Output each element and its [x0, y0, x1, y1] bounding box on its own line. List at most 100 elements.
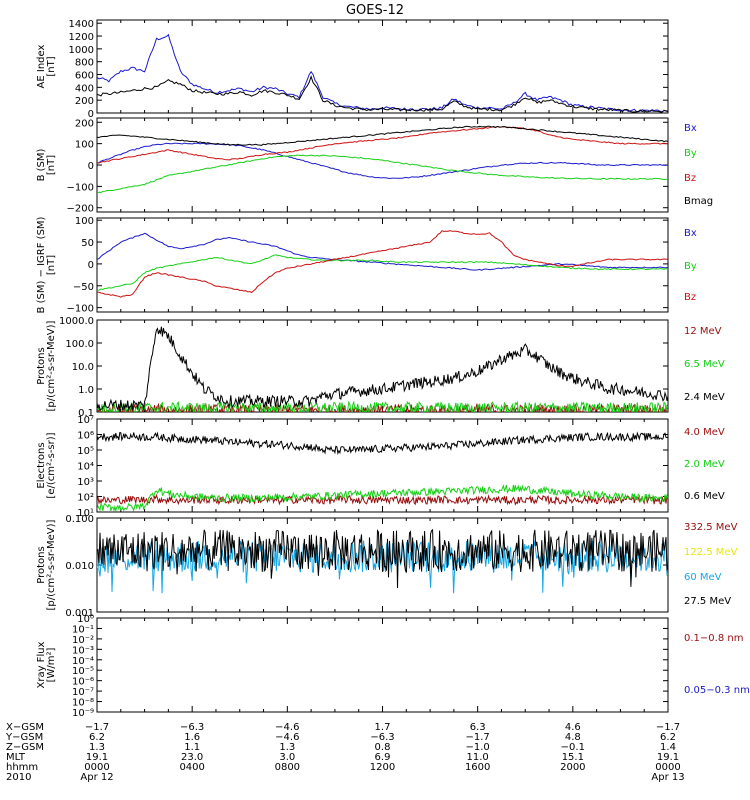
ephemeris-value: −4.6 [275, 722, 299, 733]
legend-entry: 2.4 MeV [684, 392, 725, 403]
y-axis-title: [e/(cm²-s-sr)] [46, 432, 57, 498]
ephemeris-value: −1.7 [466, 732, 490, 743]
series-line-kyoto-ae [97, 33, 668, 113]
ephemeris-value: Apr 12 [80, 772, 113, 783]
y-tick-label: 100.0 [65, 339, 94, 350]
ephemeris-value: 1200 [370, 762, 395, 773]
y-tick-label: 1400 [69, 19, 94, 30]
y-tick-label: 10⁻⁶ [72, 677, 94, 688]
ephemeris-value: 1.3 [89, 742, 105, 753]
ephemeris-value: 0800 [275, 762, 300, 773]
legend-entry: Bx [684, 228, 697, 239]
legend-entry: 27.5 MeV [684, 596, 731, 607]
legend-entry: 0.05−0.3 nm [684, 685, 750, 696]
ephemeris-value: 1.6 [184, 732, 200, 743]
legend-entry: Bmag [684, 196, 713, 207]
legend-entry: 122.5 MeV [684, 547, 738, 558]
panel-frame [96, 117, 669, 213]
series-line-bz [97, 125, 668, 164]
ephemeris-label: MLT [6, 752, 26, 763]
y-axis-title: Protons [36, 347, 47, 384]
ephemeris-value: 3.0 [279, 752, 295, 763]
y-tick-label: 10⁻¹ [72, 624, 94, 635]
ephemeris-value: 6.2 [89, 732, 105, 743]
ephemeris-value: 19.1 [657, 752, 679, 763]
legend-entry: 2.0 MeV [684, 459, 725, 470]
panel-protons: 1000.0 100.0 10.0 1.0 0.1 Protons [p/(cm²-s-sr… [36, 316, 725, 419]
ephemeris-label: 2010 [6, 772, 31, 783]
legend-entry: 4.0 MeV [684, 427, 725, 438]
series-line-bx [97, 232, 668, 271]
series-line-by [97, 254, 668, 291]
ephemeris-label: Z−GSM [6, 742, 44, 753]
ephemeris-value: 15.1 [562, 752, 584, 763]
y-tick-label: 10⁶ [77, 431, 94, 442]
ephemeris-value: 0400 [179, 762, 204, 773]
ephemeris-value: 6.3 [470, 722, 486, 733]
y-axis-title: [p/(cm²-s-sr-MeV)] [46, 519, 57, 610]
legend-entry: 12 MeV [684, 326, 722, 337]
ephemeris-value: 1.3 [279, 742, 295, 753]
y-tick-label: 1000.0 [59, 316, 94, 327]
ephemeris-value: Apr 13 [651, 772, 684, 783]
ephemeris-value: 4.6 [565, 722, 581, 733]
series-line-bx [97, 142, 668, 179]
y-tick-label: 100 [75, 140, 94, 151]
y-axis-title: Protons [36, 546, 47, 583]
y-tick-label: 1.0 [78, 385, 94, 396]
ephemeris-value: 1.4 [660, 742, 676, 753]
ephemeris-value: 1600 [465, 762, 490, 773]
series-line-bmag [97, 125, 668, 146]
y-tick-label: 10⁰ [77, 614, 94, 625]
series-line-0-6-mev [97, 431, 668, 456]
legend-entry: 332.5 MeV [684, 522, 738, 533]
series-line-themis-ae [97, 75, 668, 113]
y-axis-title: AE Index [36, 44, 47, 88]
series-line-27-5-mev [97, 528, 668, 589]
series-line-6-5-mev [97, 400, 668, 412]
ephemeris-value: 23.0 [181, 752, 203, 763]
y-axis-title: B (SM) [36, 148, 47, 181]
ephemeris-value: −1.0 [466, 742, 490, 753]
y-tick-label: 200 [75, 118, 94, 129]
legend-entry: 0.1−0.8 nm [684, 633, 743, 644]
series-line-2-0-mev [97, 484, 668, 512]
y-tick-label: 10² [77, 493, 94, 504]
y-axis-title: Xray Flux [36, 641, 47, 688]
y-tick-label: 1000 [69, 45, 94, 56]
plot-title: GOES-12 [346, 3, 404, 18]
ephemeris-value: 1.1 [184, 742, 200, 753]
y-tick-label: 10⁴ [77, 462, 94, 473]
ephemeris-value: 4.8 [565, 732, 581, 743]
y-axis-title: [nT] [46, 255, 57, 275]
series-line-60-mev [97, 540, 668, 594]
ephemeris-value: 1.7 [375, 722, 391, 733]
y-tick-label: 200 [75, 96, 94, 107]
y-tick-label: −100 [67, 182, 94, 193]
ephemeris-label: X−GSM [6, 722, 44, 733]
panel-frame [96, 19, 669, 114]
y-tick-label: 10⁻⁷ [72, 687, 94, 698]
panel-frame [96, 617, 669, 713]
ephemeris-value: −6.3 [370, 732, 394, 743]
ephemeris-value: 6.9 [375, 752, 391, 763]
y-axis-title: [p/(cm²-s-sr-MeV)] [46, 320, 57, 411]
ephemeris-value: 0000 [655, 762, 680, 773]
panel-electrons: 10⁷ 10⁶ 10⁵ 10⁴ 10³ 10² 10¹ Electrons [e/(cm²-s-… [36, 415, 725, 519]
y-tick-label: −100 [67, 304, 94, 315]
y-tick-label: 0.1 [78, 408, 94, 419]
y-tick-label: 1200 [69, 32, 94, 43]
y-tick-label: 10³ [77, 477, 94, 488]
y-tick-label: 10⁻³ [72, 645, 94, 656]
ephemeris-table: X−GSM −1.7 −6.3 −4.6 1.7 6.3 4.6 −1.7Y−GSM 6.2 1.… [5, 722, 685, 783]
y-tick-label: 400 [75, 83, 94, 94]
y-tick-label: −200 [67, 204, 94, 215]
panel-hiprotons: 0.100 0.010 0.001 Protons [p/(cm²-s-sr-MeV)]… [36, 514, 738, 619]
legend-entry: 6.5 MeV [684, 359, 725, 370]
legend-entry: By [684, 261, 697, 272]
series-line-2-4-mev [97, 326, 668, 412]
y-tick-label: 0 [88, 109, 94, 120]
y-tick-label: 10¹ [77, 508, 94, 519]
